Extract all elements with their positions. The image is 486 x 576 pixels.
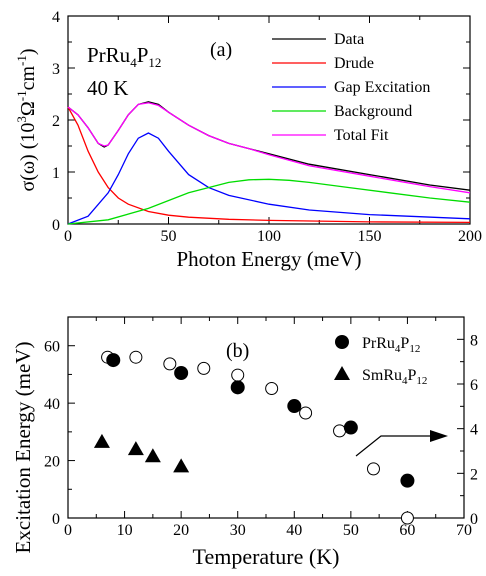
legend-part: P <box>408 367 417 384</box>
legend-part: SmRu <box>362 367 402 384</box>
y-tick-label-b: 20 <box>44 454 60 471</box>
panel-label-a: (a) <box>210 39 232 61</box>
y-tick-label-a: 4 <box>52 9 60 26</box>
x-tick-label-a: 100 <box>257 228 281 245</box>
legend-label-a: Data <box>334 31 364 48</box>
x-axis-label-b: Temperature (K) <box>193 544 340 569</box>
y-label-sup: -1 <box>14 55 29 66</box>
y-tick-label-b: 40 <box>44 396 60 413</box>
legend-part: P <box>400 335 409 352</box>
x-tick-label-a: 0 <box>64 228 72 245</box>
x-tick-label-a: 50 <box>161 228 177 245</box>
legend-label-smru4p12: SmRu4P12 <box>362 367 427 387</box>
data-point-smru4p12 <box>144 448 161 463</box>
legend-sub: 4 <box>395 343 401 355</box>
x-axis-label-a: Photon Energy (meV) <box>176 247 361 271</box>
legend-label-a: Background <box>334 103 412 120</box>
data-point-prru4p12 <box>174 365 189 380</box>
data-point-smru4p12 <box>334 366 350 380</box>
x-tick-label-a: 200 <box>458 228 482 245</box>
y-tick-label-b: 0 <box>52 511 60 528</box>
legend-label-a: Drude <box>334 55 374 72</box>
data-point-prru4p12 <box>287 399 302 414</box>
y2-tick-label-b: 0 <box>470 511 478 528</box>
data-point-right-axis <box>400 511 414 525</box>
data-point-prru4p12 <box>400 473 415 488</box>
y-axis-label-a: σ(ω) (103Ω-1cm-1) <box>14 48 39 191</box>
y-tick-label-b: 60 <box>44 339 60 356</box>
x-tick-label-b: 0 <box>64 522 72 539</box>
legend-label-prru4p12: PrRu4P12 <box>362 335 420 355</box>
y2-tick-label-b: 6 <box>470 377 478 394</box>
sample-part: PrRu <box>87 43 131 67</box>
y-label-part: cm <box>17 66 39 91</box>
right-axis-arrow-head <box>430 430 448 442</box>
y-label-part: ) <box>17 48 39 55</box>
y2-tick-label-b: 8 <box>470 332 478 349</box>
series-line-drude <box>67 106 471 224</box>
y2-tick-label-b: 4 <box>470 422 478 439</box>
x-tick-label-b: 50 <box>343 522 359 539</box>
sample-sub: 4 <box>130 55 137 70</box>
x-tick-label-b: 30 <box>230 522 246 539</box>
y2-tick-label-b: 2 <box>470 466 478 483</box>
x-tick-label-b: 10 <box>117 522 133 539</box>
y-tick-label-a: 1 <box>52 165 60 182</box>
y-label-part: σ(ω) (10 <box>17 123 39 192</box>
data-point-smru4p12 <box>93 433 110 448</box>
series-line-total-fit <box>67 102 471 194</box>
data-point-smru4p12 <box>173 458 190 473</box>
data-point-right-axis <box>299 406 313 420</box>
right-axis-arrow-line <box>355 435 432 457</box>
x-tick-label-b: 40 <box>286 522 302 539</box>
sample-part: P <box>137 43 149 67</box>
data-point-right-axis <box>231 368 245 382</box>
data-point-right-axis <box>333 424 347 438</box>
y-label-sup: -1 <box>14 90 29 101</box>
y-tick-label-a: 0 <box>52 217 60 234</box>
y-tick-label-a: 2 <box>52 113 60 130</box>
y-axis-label-b: Excitation Energy (meV) <box>11 342 35 554</box>
data-point-prru4p12 <box>230 380 245 395</box>
data-point-prru4p12 <box>106 353 121 368</box>
y-label-sup: 3 <box>14 116 29 123</box>
sample-label-a: PrRu4P12 <box>87 43 161 70</box>
legend-label-a: Gap Excitation <box>334 79 430 96</box>
data-point-right-axis <box>366 462 380 476</box>
panel-label-b: (b) <box>226 340 249 362</box>
data-point-smru4p12 <box>127 441 144 456</box>
legend-sub: 4 <box>402 375 408 387</box>
x-tick-label-a: 150 <box>358 228 382 245</box>
data-point-right-axis <box>197 361 211 375</box>
data-point-right-axis <box>129 350 143 364</box>
series-line-gap-excitation <box>67 132 471 225</box>
data-point-right-axis <box>163 357 177 371</box>
legend-sub: 12 <box>416 375 427 387</box>
x-tick-label-b: 70 <box>456 522 472 539</box>
x-tick-label-b: 20 <box>173 522 189 539</box>
y-tick-label-a: 3 <box>52 61 60 78</box>
series-line-background <box>67 178 471 225</box>
legend-sub: 12 <box>409 343 420 355</box>
legend-part: PrRu <box>362 335 395 352</box>
data-point-prru4p12 <box>335 335 349 349</box>
data-point-right-axis <box>265 381 279 395</box>
temperature-label: 40 K <box>87 76 128 100</box>
sample-sub: 12 <box>148 55 161 70</box>
x-tick-label-b: 60 <box>399 522 415 539</box>
y-label-part: Ω <box>17 101 39 116</box>
data-point-prru4p12 <box>343 420 358 435</box>
legend-label-a: Total Fit <box>334 127 389 144</box>
